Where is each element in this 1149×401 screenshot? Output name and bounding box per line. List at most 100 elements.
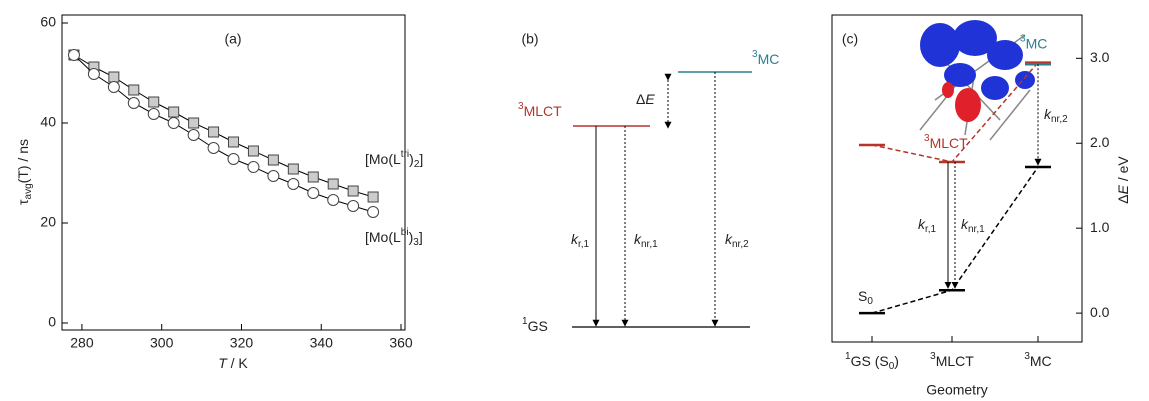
text-part: E [645,91,655,107]
text-part: r,1 [578,239,590,250]
series-label: [Mo(Lbi)3] [365,227,423,248]
x-axis-label: T / K [218,355,248,371]
y-tick-label: 60 [40,14,56,30]
x-tick-label: 320 [230,335,254,351]
y-tick-label: 40 [40,114,56,130]
rate-label: knr,2 [1044,106,1068,125]
data-point [149,97,159,107]
data-point [188,130,199,141]
delta-e-label: ΔE [636,91,655,107]
data-point [348,186,358,196]
text-part: [Mo(L [365,151,401,167]
text-part: bi [401,227,409,238]
y-tick-label: 2.0 [1090,134,1110,150]
rate-label: kr,1 [918,216,937,235]
text-part: Δ [636,91,645,107]
x-tick-label: 360 [389,335,413,351]
data-point [368,207,379,218]
text-part: ] [419,229,423,245]
text-part: S [858,288,867,304]
energy-diagram [572,72,752,327]
y-tick-label: 20 [40,214,56,230]
y-axis-label: ΔE / eV [1115,156,1131,204]
x-tick-label: 3MC [1024,351,1051,369]
data-point [208,143,219,154]
text-part: GS [528,318,548,334]
text-part: nr,1 [968,224,985,235]
text-part: nr,2 [1051,114,1068,125]
text-part: ) [894,353,899,369]
text-part: GS (S [851,353,889,369]
data-point [209,127,219,137]
level-label: 3MC [1020,33,1047,51]
data-point [288,164,298,174]
data-point [129,85,139,95]
data-point [308,172,318,182]
data-point [328,179,338,189]
level-label: 1GS [522,316,548,334]
y-tick-label: 0.0 [1090,304,1110,320]
data-point [189,118,199,128]
series-label: [Mo(Ltri)2] [365,149,423,170]
data-point [68,50,79,61]
level-label: 3MLCT [518,101,562,119]
data-point [109,72,119,82]
data-point [229,137,239,147]
text-part: / K [227,355,249,371]
data-point [248,162,259,173]
panel-label: (a) [224,31,241,47]
x-axis-label: Geometry [926,382,987,398]
plot-frame [62,15,405,330]
data-point [108,82,119,93]
text-part: MC [1030,353,1052,369]
text-part: MC [1026,35,1048,51]
text-part: [Mo(L [365,229,401,245]
x-tick-label: 3MLCT [930,351,974,369]
data-point [268,171,279,182]
data-point [168,118,179,129]
rate-label: knr,2 [725,231,749,250]
text-part: ] [419,151,423,167]
text-part: 0 [867,296,873,307]
text-part: MC [758,51,780,67]
text-part: MLCT [524,103,563,119]
rate-label: kr,1 [571,231,590,250]
data-point [328,195,339,206]
text-part: / eV [1115,156,1131,185]
text-part: MLCT [930,135,969,151]
data-point [348,201,359,212]
text-part: (T) / ns [15,139,31,183]
text-part: MLCT [936,353,975,369]
x-tick-label: 1GS (S0) [845,351,899,372]
text-part: avg [23,183,34,199]
molecule-image [920,20,1035,140]
data-point [288,179,299,190]
x-tick-label: 300 [150,335,174,351]
data-point [268,155,278,165]
level-label: S0 [858,288,873,307]
data-point [148,109,159,120]
y-tick-label: 3.0 [1090,49,1110,65]
text-part: nr,2 [732,239,749,250]
data-point [368,192,378,202]
figure: (a) 280 300 320 340 360 0 20 40 60 T / K τavg(T) / … [0,0,1149,401]
data-point [228,154,239,165]
x-tick-label: 340 [310,335,334,351]
text-part: tri [401,149,409,160]
text-part: nr,1 [641,239,658,250]
panel-label: (c) [842,31,858,47]
data-point [308,188,319,199]
panel-label: (b) [521,31,538,47]
data-point [88,69,99,80]
y-axis-label: τavg(T) / ns [15,139,34,205]
level-label: 3MC [752,49,779,67]
text-part: r,1 [925,224,937,235]
level-label: 3MLCT [924,133,968,151]
x-tick-label: 280 [70,335,94,351]
data-point [169,107,179,117]
rate-label: knr,1 [634,231,658,250]
data-point [248,146,258,156]
y-tick-label: 1.0 [1090,219,1110,235]
data-point [128,98,139,109]
rate-label: knr,1 [961,216,985,235]
